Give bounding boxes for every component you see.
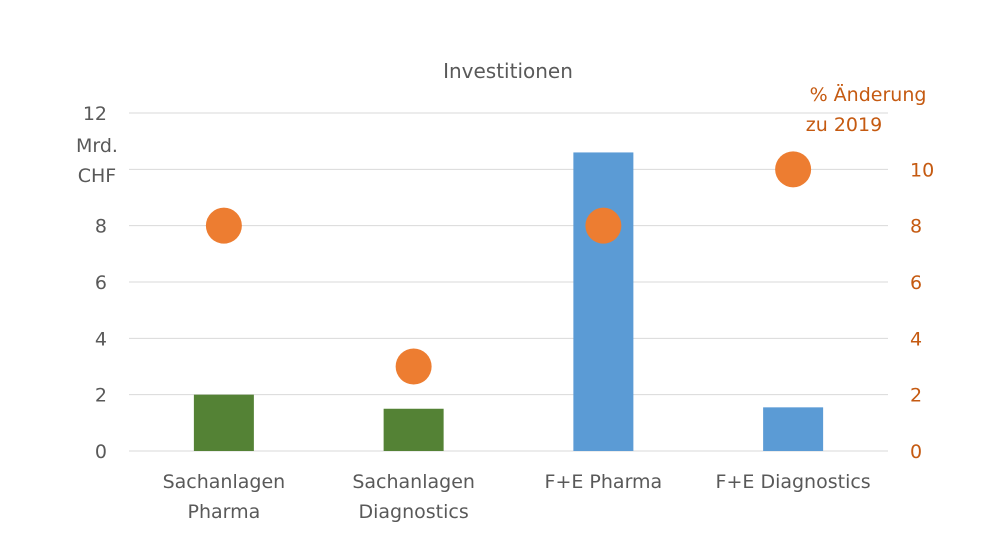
x-tick-label: Diagnostics	[358, 501, 468, 523]
x-tick-label: Sachanlagen	[352, 471, 475, 493]
chart-title: Investitionen	[443, 59, 573, 83]
gridlines	[129, 112, 888, 452]
right-y-axis: 0 2 4 6 8 10	[910, 159, 934, 463]
bar	[193, 394, 254, 451]
x-tick-label: Pharma	[187, 501, 260, 523]
x-tick-label: Sachanlagen	[163, 471, 286, 493]
change-point	[205, 207, 242, 244]
bar	[383, 408, 444, 451]
bar	[763, 407, 824, 451]
change-points	[205, 151, 812, 385]
left-y-axis: 0 2 4 6 8 12	[83, 103, 107, 463]
right-axis-label-line-1: % Änderung	[810, 83, 927, 106]
left-y-tick-label: 8	[95, 216, 107, 238]
right-y-tick-label: 2	[910, 385, 922, 407]
change-point	[775, 151, 812, 188]
left-y-tick-label: 0	[95, 441, 107, 463]
bar	[573, 152, 634, 451]
bars	[193, 152, 824, 451]
left-y-tick-label: 4	[95, 328, 107, 350]
x-axis-labels: Sachanlagen Pharma Sachanlagen Diagnostics F…	[163, 471, 871, 523]
right-y-tick-label: 0	[910, 441, 922, 463]
left-axis-label-line-1: Mrd.	[76, 135, 118, 157]
change-point	[585, 207, 622, 244]
left-y-tick-label: 12	[83, 103, 107, 125]
right-y-tick-label: 4	[910, 328, 922, 350]
x-tick-label: F+E Diagnostics	[716, 471, 871, 493]
right-y-tick-label: 6	[910, 272, 922, 294]
right-y-tick-label: 10	[910, 159, 934, 181]
left-y-tick-label: 6	[95, 272, 107, 294]
left-y-tick-label: 2	[95, 385, 107, 407]
left-axis-label-line-2: CHF	[78, 165, 116, 187]
right-axis-label-line-2: zu 2019	[806, 114, 882, 136]
change-point	[395, 348, 432, 385]
right-y-tick-label: 8	[910, 216, 922, 238]
x-tick-label: F+E Pharma	[545, 471, 663, 493]
